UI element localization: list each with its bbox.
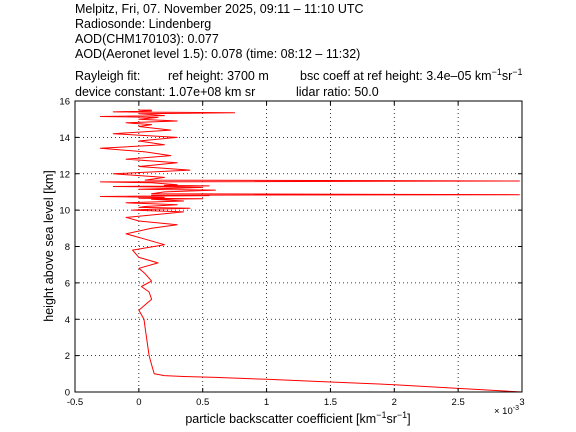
y-tick-label: 0	[65, 388, 70, 399]
x-tick-label: 1	[264, 397, 269, 408]
header-line-aod-aeronet: AOD(Aeronet level 1.5): 0.078 (time: 08:…	[75, 47, 360, 61]
x-tick-label: 2.5	[452, 397, 465, 408]
y-tick-label: 8	[65, 242, 70, 253]
header-line-radiosonde: Radiosonde: Lindenberg	[75, 17, 211, 31]
rayleigh-bsc-coeff: bsc coeff at ref height: 3.4e–05 km−1sr−…	[300, 67, 523, 83]
y-tick-label: 16	[59, 97, 70, 108]
x-axis-label: particle backscatter coefficient [km−1sr…	[185, 410, 410, 426]
y-tick-label: 10	[59, 206, 70, 217]
lidar-ratio: lidar ratio: 50.0	[296, 85, 379, 99]
plot-background	[75, 101, 522, 392]
rayleigh-fit-label: Rayleigh fit:	[75, 69, 140, 83]
grid-lines	[75, 101, 522, 392]
x-tick-label: -0.5	[67, 397, 83, 408]
device-constant: device constant: 1.07e+08 km sr	[75, 85, 255, 99]
header-line-location-date: Melpitz, Fri, 07. November 2025, 09:11 –…	[75, 2, 364, 16]
rayleigh-ref-height: ref height: 3700 m	[168, 69, 269, 83]
x-tick-label: 2	[392, 397, 397, 408]
x-tick-label: 3	[519, 397, 524, 408]
x-axis-exponent: × 10-3	[494, 405, 519, 417]
y-tick-label: 2	[65, 351, 70, 362]
header-line-aod-chm: AOD(CHM170103): 0.077	[75, 32, 219, 46]
y-tick-label: 14	[59, 133, 70, 144]
x-tick-label: 0.5	[196, 397, 209, 408]
y-tick-label: 4	[65, 315, 70, 326]
y-axis-label: height above sea level [km]	[42, 170, 56, 321]
series-line-backscatter	[100, 109, 523, 393]
y-tick-label: 6	[65, 278, 70, 289]
y-tick-label: 12	[59, 169, 70, 180]
x-tick-label: 1.5	[324, 397, 337, 408]
x-tick-label: 0	[136, 397, 141, 408]
